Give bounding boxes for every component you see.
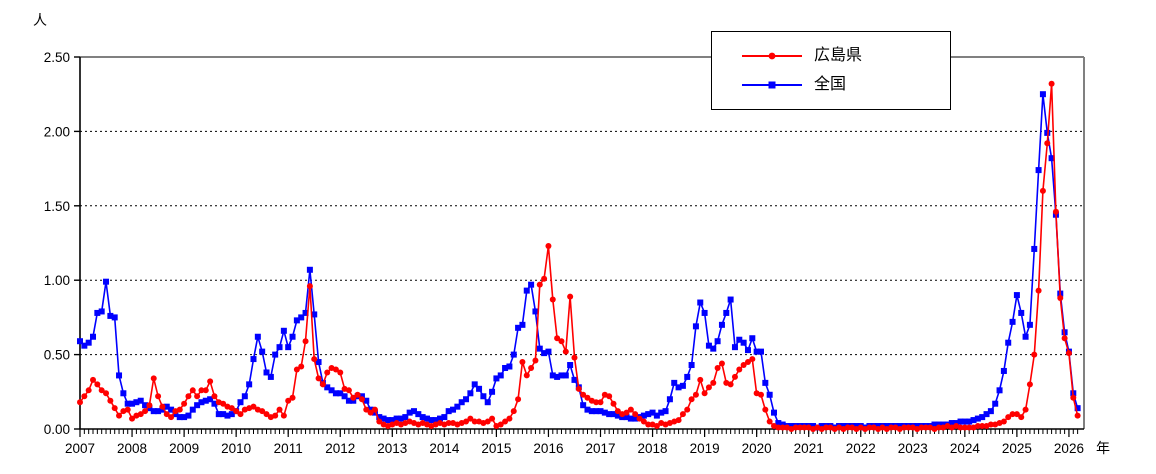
svg-text:2017: 2017: [585, 441, 615, 456]
svg-text:2025: 2025: [1002, 441, 1032, 456]
legend-item-zenkoku: 全国: [712, 77, 950, 93]
hiroshima-line-swatch-icon: [742, 52, 802, 60]
svg-text:2014: 2014: [429, 441, 460, 456]
svg-text:2022: 2022: [846, 441, 876, 456]
y-axis-unit-label: 人: [33, 12, 47, 28]
svg-text:2010: 2010: [221, 441, 251, 456]
svg-text:2013: 2013: [377, 441, 407, 456]
svg-text:2012: 2012: [325, 441, 355, 456]
svg-text:2008: 2008: [117, 441, 147, 456]
zenkoku-line-swatch-icon: [742, 81, 802, 89]
x-axis-unit-label: 年: [1096, 440, 1110, 456]
svg-text:2023: 2023: [898, 441, 928, 456]
svg-text:2020: 2020: [742, 441, 772, 456]
legend-item-hiroshima: 広島県: [712, 46, 950, 64]
svg-text:2011: 2011: [274, 441, 303, 456]
svg-text:2026: 2026: [1054, 441, 1084, 456]
svg-text:1.00: 1.00: [44, 273, 70, 288]
legend-label-zenkoku: 全国: [814, 76, 847, 94]
svg-text:2009: 2009: [169, 441, 199, 456]
legend: 広島県 全国: [711, 31, 951, 110]
svg-text:2018: 2018: [638, 441, 668, 456]
svg-text:2.00: 2.00: [44, 124, 70, 139]
svg-text:0.50: 0.50: [44, 348, 70, 363]
svg-text:2016: 2016: [533, 441, 563, 456]
svg-text:2021: 2021: [794, 441, 824, 456]
svg-text:2024: 2024: [950, 441, 981, 456]
svg-text:1.50: 1.50: [44, 199, 70, 214]
svg-text:2015: 2015: [481, 441, 511, 456]
svg-text:2019: 2019: [690, 441, 720, 456]
svg-text:2.50: 2.50: [44, 50, 70, 65]
svg-text:0.00: 0.00: [44, 422, 70, 437]
legend-label-hiroshima: 広島県: [814, 46, 863, 64]
svg-text:2007: 2007: [65, 441, 95, 456]
